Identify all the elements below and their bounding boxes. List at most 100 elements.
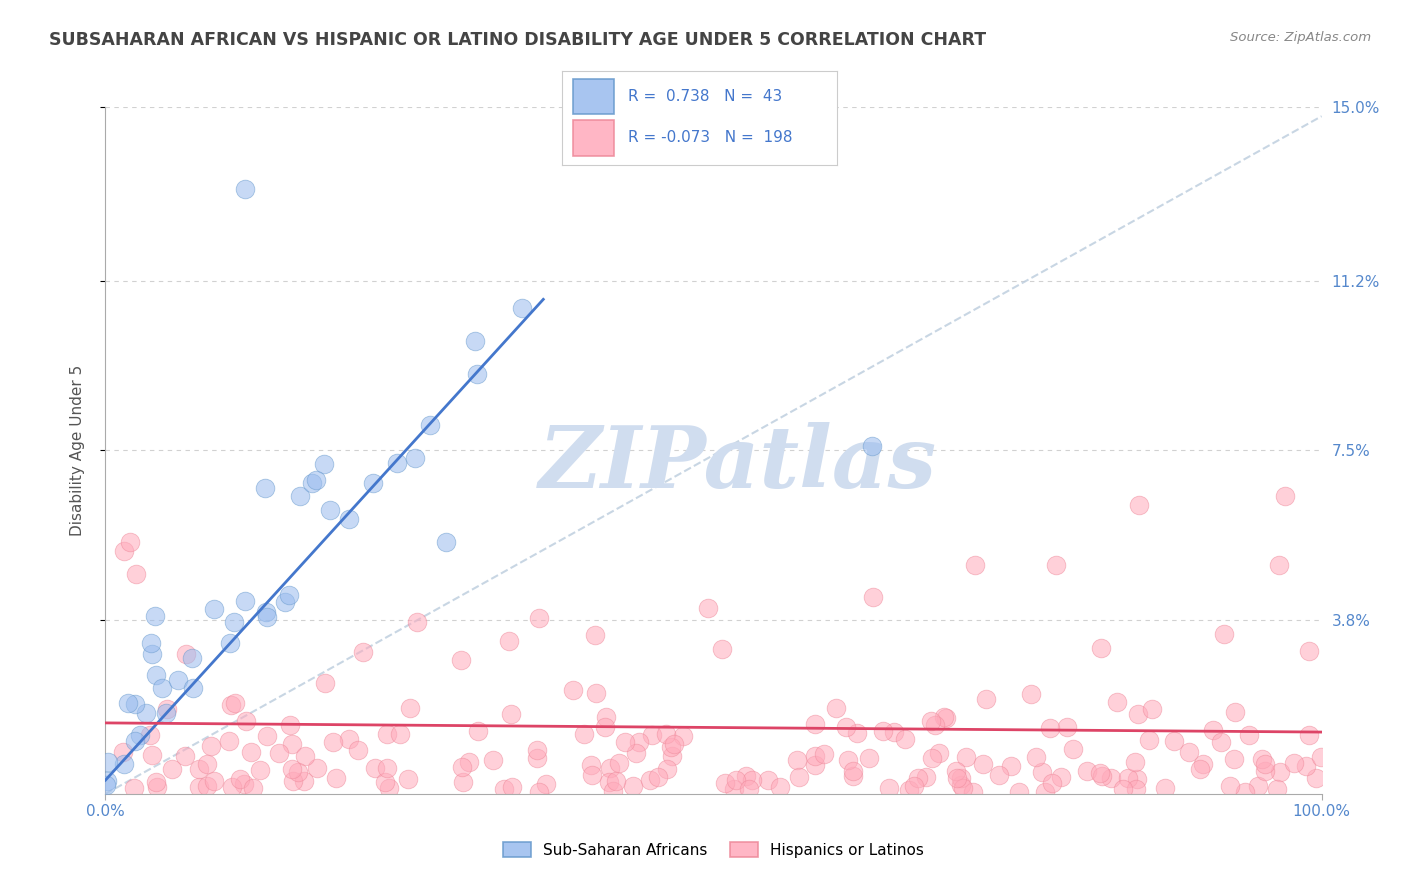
Point [654,727,676,741]
Point [1178,745,1201,759]
Point [1189,762,1212,776]
Point [741,773,763,788]
Point [1128,707,1150,722]
Point [1111,782,1133,797]
Point [723,782,745,797]
Point [434,535,457,549]
Point [156,702,179,716]
Point [1140,702,1163,716]
Point [813,747,835,761]
Point [949,778,972,792]
Point [949,771,972,785]
Point [1118,772,1140,786]
Point [696,600,718,615]
Point [97,755,120,769]
Point [233,593,256,607]
Point [585,686,607,700]
Point [602,784,624,798]
Point [398,772,420,786]
Point [135,706,157,721]
Point [375,761,398,775]
Point [1154,780,1177,795]
Point [804,749,827,764]
Point [907,772,929,786]
Point [143,608,166,623]
Point [1247,779,1270,793]
Point [319,503,342,517]
Text: R =  0.738   N =  43: R = 0.738 N = 43 [628,89,783,104]
Point [837,753,859,767]
Point [914,770,936,784]
Point [1088,766,1111,780]
Point [952,781,974,796]
Point [928,746,950,760]
Point [219,636,242,650]
Point [301,475,323,490]
Point [141,647,163,661]
Point [256,729,278,743]
Point [314,457,336,471]
Point [1282,756,1305,771]
Point [1031,765,1053,780]
Point [974,691,997,706]
Point [322,735,344,749]
Point [738,781,761,796]
Point [1265,781,1288,796]
Point [498,634,520,648]
Point [1219,779,1241,793]
Point [195,779,218,793]
Point [352,645,374,659]
Point [1091,769,1114,783]
Point [200,739,222,753]
Point [174,749,197,764]
Point [858,750,880,764]
Point [945,764,967,778]
Point [1125,782,1147,797]
Point [526,751,548,765]
Point [288,489,311,503]
Point [256,610,278,624]
Point [834,720,856,734]
Point [187,780,209,794]
Point [160,762,183,776]
Point [955,750,977,764]
Point [222,615,245,629]
Point [458,755,481,769]
Point [583,627,606,641]
Point [482,753,505,767]
Point [337,512,360,526]
Point [1253,764,1275,778]
Point [374,775,396,789]
Point [347,742,370,756]
Point [494,782,516,797]
Point [385,456,408,470]
Point [1126,772,1149,786]
Point [1090,641,1112,656]
Point [581,758,603,772]
Point [228,772,250,786]
Point [1050,770,1073,784]
Legend: Sub-Saharan Africans, Hispanics or Latinos: Sub-Saharan Africans, Hispanics or Latin… [495,834,932,865]
Point [233,777,256,791]
Point [1163,733,1185,747]
Point [921,751,943,765]
Point [1025,750,1047,764]
Point [1223,706,1246,720]
Point [872,724,894,739]
Point [734,769,756,783]
Point [987,768,1010,782]
Point [1076,764,1098,778]
Point [141,747,163,762]
Point [176,647,198,661]
Point [339,732,361,747]
Text: R = -0.073   N =  198: R = -0.073 N = 198 [628,130,793,145]
Point [924,717,946,731]
Point [501,780,523,795]
Point [1237,728,1260,742]
Point [195,757,218,772]
Point [239,745,262,759]
Point [1137,732,1160,747]
Point [1191,757,1213,772]
Point [450,759,472,773]
Point [464,334,486,348]
